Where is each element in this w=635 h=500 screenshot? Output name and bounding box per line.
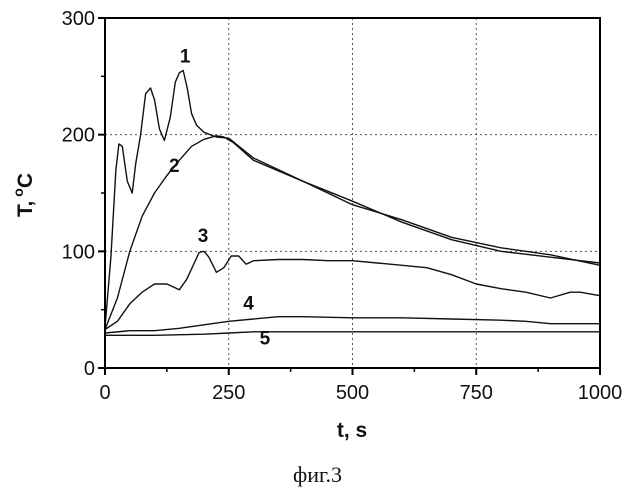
curve-label-2: 2	[169, 156, 180, 177]
x-axis-label: t, s	[337, 419, 367, 442]
grid-lines	[105, 18, 600, 368]
y-tick-label: 200	[62, 125, 95, 147]
y-axis-label-unit: C	[14, 173, 37, 188]
x-tick-label: 0	[99, 382, 110, 404]
y-tick-label: 300	[62, 8, 95, 30]
y-axis-label-main: T,	[14, 201, 37, 217]
svg-text:T,oC: T, oC	[10, 173, 37, 217]
y-tick-label: 0	[84, 358, 95, 380]
curve-label-4: 4	[243, 294, 254, 315]
x-tick-label: 250	[212, 382, 245, 404]
series-lines	[105, 71, 600, 336]
x-tick-label: 1000	[578, 382, 623, 404]
x-tick-labels: 0 250 500 750 1000	[99, 382, 622, 404]
y-tick-labels: 0 100 200 300	[62, 8, 95, 380]
x-tick-label: 500	[336, 382, 369, 404]
curve-labels: 1 2 3 45	[169, 46, 271, 349]
y-tick-label: 100	[62, 241, 95, 263]
curve-label-5: 5	[260, 329, 271, 350]
curve-label-1: 1	[180, 46, 191, 67]
y-axis-label: T, oC	[10, 173, 37, 217]
x-tick-label: 750	[460, 382, 493, 404]
curve-label-3: 3	[198, 226, 209, 247]
figure-caption: фиг.3	[0, 462, 635, 488]
y-axis-label-degree: o	[10, 188, 26, 197]
